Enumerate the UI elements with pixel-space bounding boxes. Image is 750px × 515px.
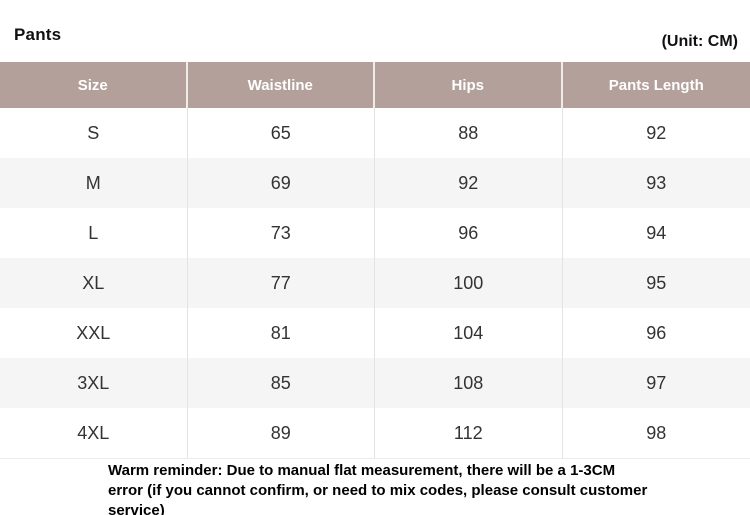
column-header-waistline: Waistline <box>187 62 375 108</box>
pants-length-cell: 98 <box>646 422 667 443</box>
size-cell: 3XL <box>0 358 188 408</box>
hips-cell: 112 <box>375 408 563 458</box>
pants-length-cell: 92 <box>646 122 667 143</box>
table-row-4xl: 4XL 89 112 98 <box>0 408 750 458</box>
column-header-hips: Hips <box>375 62 563 108</box>
pants-length-cell: 93 <box>562 158 750 208</box>
size-table: Size Waistline Hips Pants Length S 65 88… <box>0 62 750 459</box>
table-body: S 65 88 92 M 69 92 93 L 73 96 94 XL 77 1… <box>0 108 750 459</box>
table-row-xxl: XXL 81 104 96 <box>0 308 750 358</box>
waistline-cell: 73 <box>188 208 375 258</box>
waistline-cell: 65 <box>188 108 375 158</box>
table-row-xl: XL 77 100 95 <box>0 258 750 308</box>
table-row-3xl: 3XL 85 108 97 <box>0 358 750 408</box>
table-row-l: L 73 96 94 <box>0 208 750 258</box>
pants-length-cell: 97 <box>562 358 750 408</box>
hips-cell: 100 <box>375 258 563 308</box>
size-cell: S <box>0 108 188 158</box>
table-row-s: S 65 88 92 <box>0 108 750 158</box>
waistline-cell: 77 <box>187 258 375 308</box>
hips-cell: 88 <box>375 108 563 158</box>
pants-length-cell: 94 <box>646 222 667 243</box>
unit-label: (Unit: CM) <box>661 33 738 50</box>
pants-length-cell: 95 <box>562 258 750 308</box>
column-header-pants-length: Pants Length <box>562 62 750 108</box>
page-title: Pants <box>14 25 62 44</box>
reminder-text: Warm reminder: Due to manual flat measur… <box>108 462 648 515</box>
waistline-cell: 81 <box>188 308 375 358</box>
column-header-size: Size <box>0 62 188 108</box>
waistline-cell: 85 <box>187 358 375 408</box>
hips-cell: 92 <box>375 158 563 208</box>
size-cell: 4XL <box>0 408 188 458</box>
table-row-m: M 69 92 93 <box>0 158 750 208</box>
table-header-row: Size Waistline Hips Pants Length <box>0 62 750 108</box>
size-cell: XXL <box>0 308 188 358</box>
pants-length-cell: 96 <box>646 322 667 343</box>
waistline-cell: 69 <box>187 158 375 208</box>
hips-cell: 108 <box>375 358 563 408</box>
hips-cell: 104 <box>375 308 563 358</box>
size-cell: M <box>0 158 188 208</box>
size-cell: L <box>0 208 188 258</box>
hips-cell: 96 <box>375 208 563 258</box>
waistline-cell: 89 <box>188 408 375 458</box>
size-cell: XL <box>0 258 188 308</box>
